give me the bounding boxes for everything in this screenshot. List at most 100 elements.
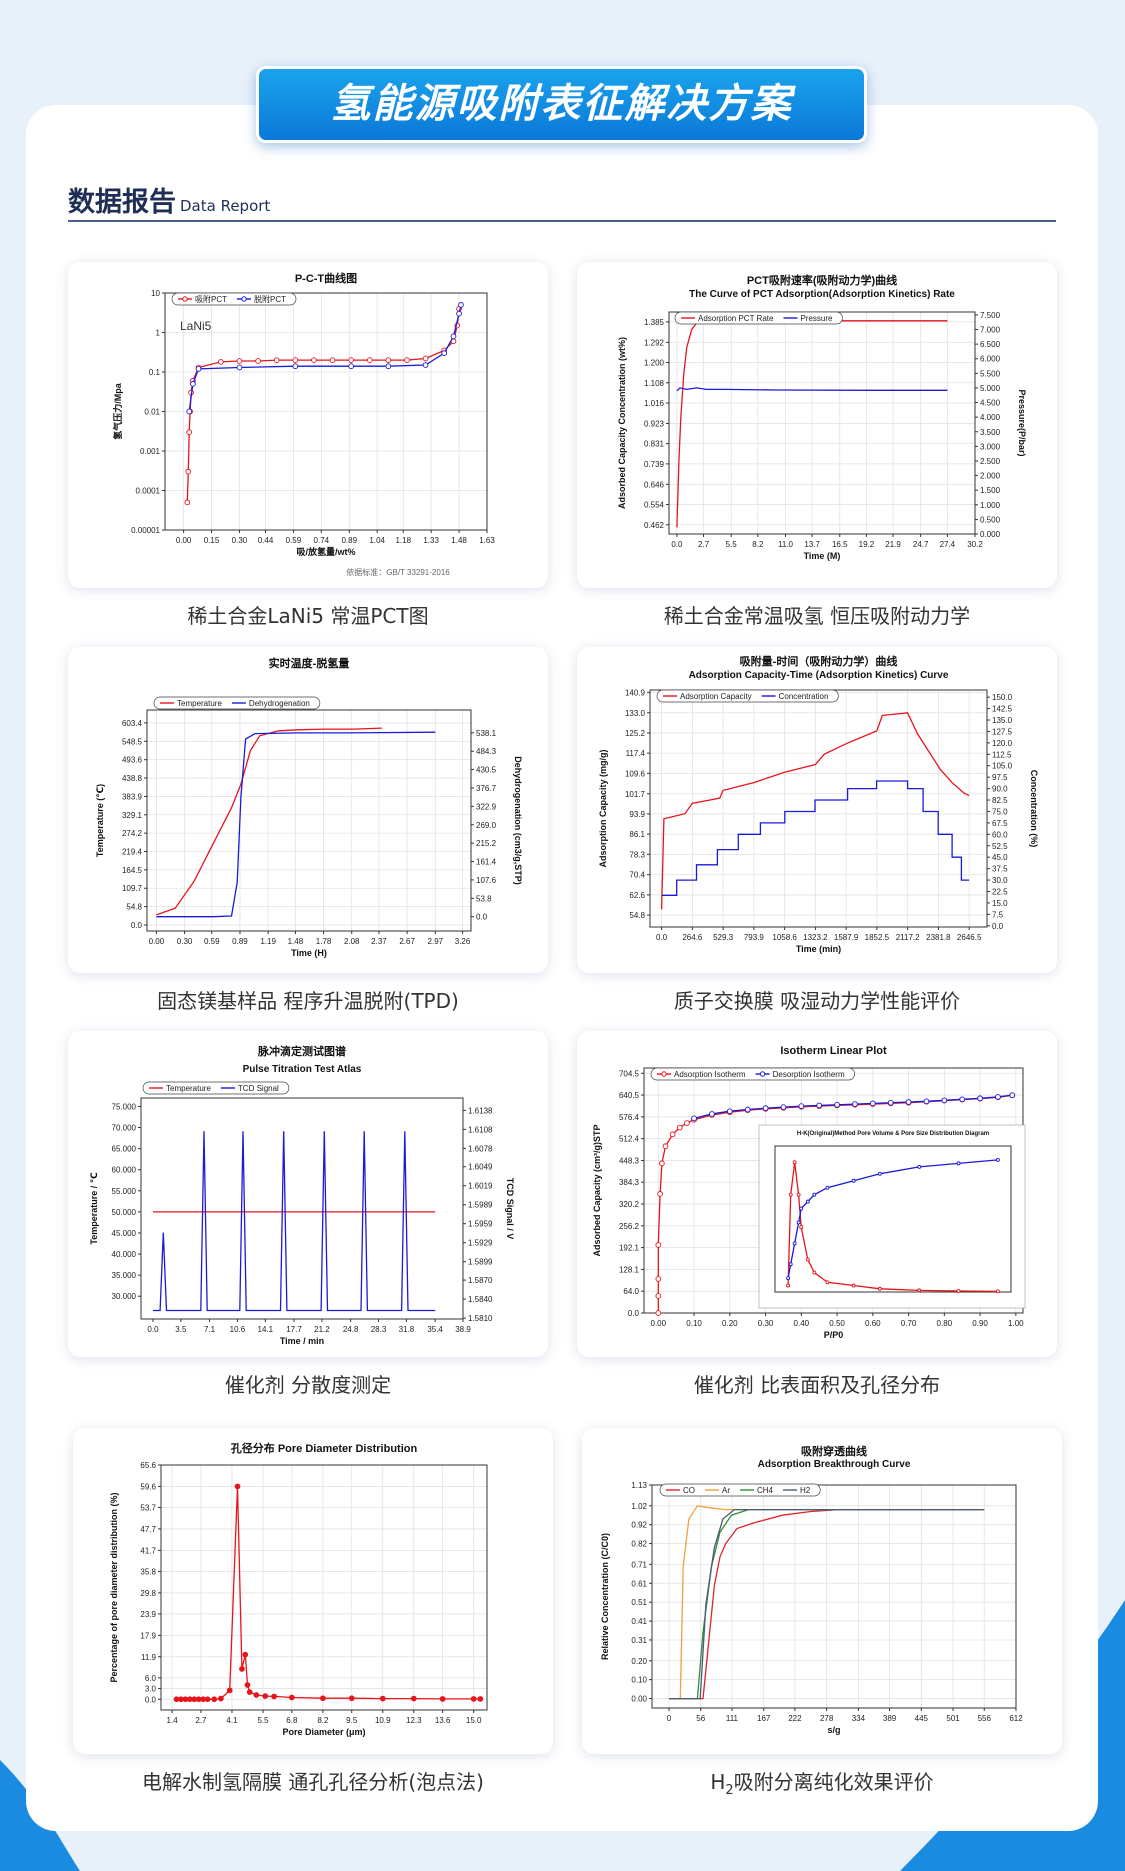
x-tick-label: 8.2 [752,540,764,549]
x-axis-label: P/P0 [824,1330,844,1340]
point [959,1096,966,1103]
legend-label: Desorption Isotherm [773,1070,845,1079]
point [242,1651,249,1658]
y2-tick-label: 1.6078 [468,1144,493,1153]
plot-area [140,1097,464,1320]
x-tick-label: 0.74 [314,536,330,545]
y2-tick-label: 1.5959 [468,1220,493,1229]
point [995,1157,1000,1162]
y2-tick-label: 1.5870 [468,1276,493,1285]
x-tick-label: 27.4 [940,540,956,549]
x-tick-label: 0.30 [232,536,248,545]
x-tick-label: 24.7 [913,540,929,549]
plot-frame [774,1145,1012,1293]
y2-tick-label: 1.6108 [468,1125,493,1134]
y-tick-label: 219.4 [122,848,143,857]
point [655,1310,662,1316]
point [239,1666,245,1672]
y2-axis-label: Pressure(P/bar) [1017,389,1027,456]
y-tick-label: 256.2 [619,1222,640,1231]
y2-tick-label: 4.000 [980,413,1001,422]
chart-panel: 0.462 0.554 0.646 0.739 0.831 0.923 1.016 1.108… [577,262,1057,588]
x-tick-label: 612 [1009,1714,1023,1723]
chart-title: 吸附量-时间（吸附动力学）曲线 [740,654,898,668]
y2-tick-label: 5.500 [980,369,1001,378]
chart-svg: 0.00 0.10 0.20 0.31 0.41 0.51 0.61 0.71 0.82 0.92… [600,1444,1023,1735]
point [887,1099,894,1106]
point [669,1131,676,1138]
x-tick-label: 0.00 [176,536,192,545]
caption: 稀土合金常温吸氢 恒压吸附动力学 [663,604,971,628]
y2-tick-label: 1.6049 [468,1163,493,1172]
chart-panel: 0.0 64.0 128.1 192.1 256.2 320.2 384.3 448.3 512… [577,1031,1057,1357]
point [255,358,261,364]
x-tick-label: 5.5 [726,540,738,549]
x-tick-label: 7.1 [204,1325,216,1334]
y2-tick-label: 2.500 [980,457,1001,466]
legend: CO Ar CH4 H2 [659,1483,821,1497]
y2-tick-label: 0.0 [992,922,1004,931]
x-tick-label: 0.15 [204,536,220,545]
legend-box [674,311,843,325]
legend-box [656,689,839,703]
x-tick-label: 1.78 [316,937,332,946]
point [271,1693,277,1700]
point [184,499,191,506]
x-tick-label: 0.00 [651,1319,667,1328]
chart-subtitle: Pulse Titration Test Atlas [243,1064,362,1075]
y-tick-label: 0.41 [631,1617,647,1626]
point [786,1276,791,1281]
point [441,350,448,357]
y2-axis-label: Dehydrogenation (cm3/g,STP) [513,756,523,885]
point [798,1103,805,1109]
y2-tick-label: 107.6 [476,876,497,885]
y-tick-label: 1.016 [644,399,665,408]
point [726,1108,733,1115]
point [905,1099,912,1105]
legend-marker [182,296,188,302]
y-tick-label: 320.2 [619,1200,640,1209]
y2-tick-label: 6.000 [980,355,1001,364]
caption: 催化剂 分散度测定 [224,1373,392,1397]
y-tick-label: 0.00001 [131,526,160,535]
chart-svg: 0.462 0.554 0.646 0.739 0.831 0.923 1.016 1.108… [617,273,1027,561]
point [877,1171,882,1176]
chart-title: 吸附穿透曲线 [801,1444,867,1458]
point [234,1483,241,1490]
y-tick-label: 0.82 [631,1540,647,1549]
point [786,1283,791,1288]
x-tick-label: 334 [852,1714,866,1723]
y-axis-label: Percentage of pore diameter distribution… [109,1492,119,1682]
y-tick-label: 70.4 [629,871,645,880]
point [477,1696,484,1702]
chart-title: H-K(Original)Method Pore Volume & Pore S… [797,1131,989,1137]
plot-area [668,311,976,535]
y-tick-label: 1.292 [644,338,665,347]
legend-label: Adsorption Isotherm [674,1070,746,1079]
plot-frame [164,292,488,531]
y-tick-label: 17.9 [140,1631,156,1640]
y-tick-label: 93.9 [629,810,645,819]
point [320,1695,326,1702]
y-tick-label: 0.462 [644,521,665,530]
y-tick-label: 54.8 [629,911,645,920]
chart-subtitle: The Curve of PCT Adsorption(Adsorption K… [689,289,955,300]
y-tick-label: 0.51 [631,1598,647,1607]
x-tick-label: 2.08 [344,937,360,946]
plot-area [774,1145,1012,1293]
y2-tick-label: 0.0 [476,913,488,922]
chart-svg: 0.0 54.8 109.7 164.5 219.4 274.2 329.1 383.9 438… [95,656,523,958]
y2-tick-label: 215.2 [476,839,497,848]
point [825,1185,830,1190]
legend-label: Concentration [779,692,829,701]
y2-tick-label: 135.0 [992,716,1013,725]
y-tick-label: 1 [156,329,161,338]
x-tick-label: 9.5 [346,1716,358,1725]
y-tick-label: 23.9 [140,1610,156,1619]
y2-tick-label: 15.0 [992,899,1008,908]
x-tick-label: 0 [667,1714,672,1723]
x-tick-label: 1.63 [479,536,495,545]
y2-tick-label: 161.4 [476,858,497,867]
x-tick-label: 10.9 [375,1716,391,1725]
y-axis-label: Temperature (℃) [95,784,105,857]
